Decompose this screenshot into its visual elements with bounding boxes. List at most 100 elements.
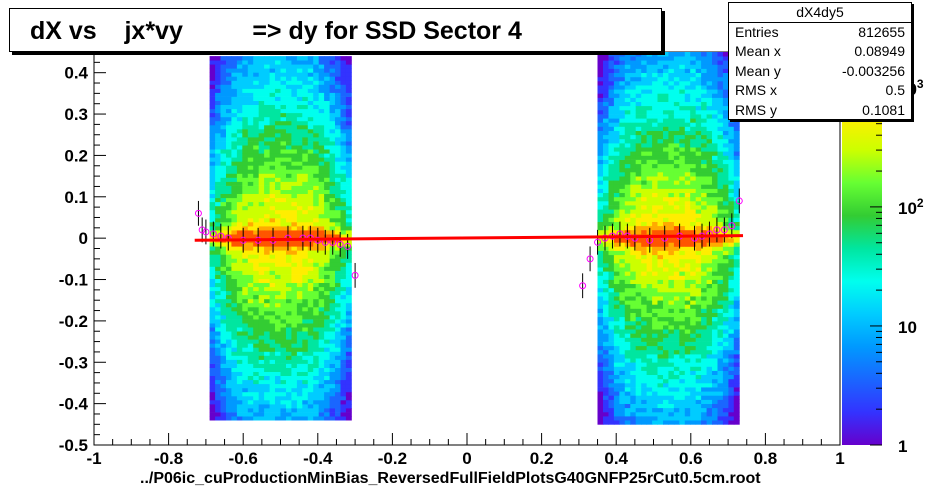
heatmap-cell (280, 347, 287, 352)
heatmap-cell (253, 165, 260, 170)
heatmap-cell (291, 395, 298, 401)
heatmap-cell (613, 312, 620, 318)
heatmap-cell (641, 411, 648, 417)
heatmap-cell (608, 296, 615, 301)
heatmap-cell (258, 250, 265, 255)
heatmap-cell (280, 124, 287, 130)
heatmap-cell (684, 275, 691, 280)
heatmap-cell (226, 335, 232, 340)
heatmap-cell (603, 221, 609, 227)
heatmap-cell (302, 104, 309, 110)
heatmap-cell (253, 189, 260, 194)
heatmap-cell (258, 213, 265, 219)
heatmap-cell (296, 64, 303, 69)
heatmap-cell (717, 52, 724, 57)
heatmap-cell (275, 355, 281, 360)
heatmap-cell (701, 291, 707, 297)
profile-point (586, 255, 594, 263)
heatmap-cell (280, 153, 287, 158)
heatmap-cell (275, 56, 281, 61)
heatmap-cell (630, 370, 637, 375)
heatmap-cell (307, 128, 314, 134)
heatmap-cell (335, 294, 341, 300)
heatmap-cell (340, 88, 347, 93)
heatmap-cell (690, 382, 697, 388)
heatmap-cell (247, 311, 254, 316)
heatmap-cell (712, 258, 718, 264)
heatmap-cell (313, 412, 320, 417)
heatmap-cell (345, 169, 352, 174)
heatmap-cell (335, 209, 341, 215)
heatmap-cell (335, 302, 341, 308)
heatmap-cell (722, 296, 729, 301)
heatmap-cell (613, 391, 620, 396)
heatmap-cell (258, 395, 265, 401)
heatmap-cell (258, 319, 265, 324)
heatmap-cell (302, 416, 309, 421)
heatmap-cell (307, 278, 314, 283)
heatmap-cell (302, 343, 309, 348)
heatmap-cell (226, 104, 232, 110)
heatmap-cell (236, 213, 243, 219)
heatmap-cell (296, 116, 303, 122)
heatmap-cell (635, 382, 642, 388)
heatmap-cell (269, 68, 276, 73)
heatmap-cell (324, 137, 330, 142)
heatmap-cell (302, 315, 309, 320)
heatmap-cell (619, 130, 626, 136)
heatmap-cell (253, 116, 260, 122)
heatmap-cell (603, 97, 609, 102)
heatmap-cell (613, 205, 620, 210)
heatmap-cell (329, 68, 336, 73)
heatmap-cell (706, 205, 713, 210)
heatmap-cell (608, 118, 615, 123)
heatmap-cell (318, 108, 325, 114)
heatmap-cell (318, 274, 325, 279)
heatmap-cell (701, 200, 707, 206)
heatmap-cell (291, 193, 298, 199)
heatmap-cell (302, 400, 309, 405)
heatmap-cell (701, 354, 707, 359)
heatmap-cell (236, 302, 243, 308)
heatmap-cell (324, 84, 330, 89)
heatmap-cell (264, 226, 270, 231)
heatmap-cell (226, 306, 232, 312)
heatmap-cell (220, 222, 227, 227)
heatmap-cell (728, 411, 735, 417)
heatmap-cell (679, 192, 686, 198)
stats-label: RMS y (735, 101, 777, 118)
heatmap-cell (733, 184, 740, 189)
heatmap-cell (613, 258, 620, 264)
heatmap-cell (253, 375, 260, 381)
heatmap-cell (286, 201, 292, 207)
heatmap-cell (340, 298, 347, 304)
heatmap-cell (679, 85, 686, 90)
heatmap-cell (613, 382, 620, 388)
heatmap-cell (329, 315, 336, 320)
heatmap-cell (220, 173, 227, 178)
heatmap-cell (215, 161, 221, 166)
heatmap-cell (684, 184, 691, 189)
heatmap-cell (275, 400, 281, 405)
heatmap-cell (635, 101, 642, 107)
heatmap-cell (220, 335, 227, 340)
heatmap-cell (329, 116, 336, 122)
heatmap-cell (603, 176, 609, 181)
heatmap-cell (286, 72, 292, 77)
heatmap-cell (597, 391, 604, 396)
heatmap-cell (275, 226, 281, 231)
heatmap-cell (280, 226, 287, 231)
heatmap-cell (695, 358, 702, 363)
heatmap-cell (722, 341, 729, 347)
heatmap-cell (340, 306, 347, 312)
heatmap-cell (613, 229, 620, 235)
heatmap-cell (695, 267, 702, 272)
heatmap-cell (597, 114, 604, 119)
heatmap-cell (701, 188, 707, 193)
heatmap-cell (684, 358, 691, 363)
heatmap-cell (695, 263, 702, 268)
heatmap-cell (624, 89, 631, 94)
heatmap-cell (717, 329, 724, 334)
heatmap-cell (728, 399, 735, 404)
heatmap-cell (236, 165, 243, 170)
